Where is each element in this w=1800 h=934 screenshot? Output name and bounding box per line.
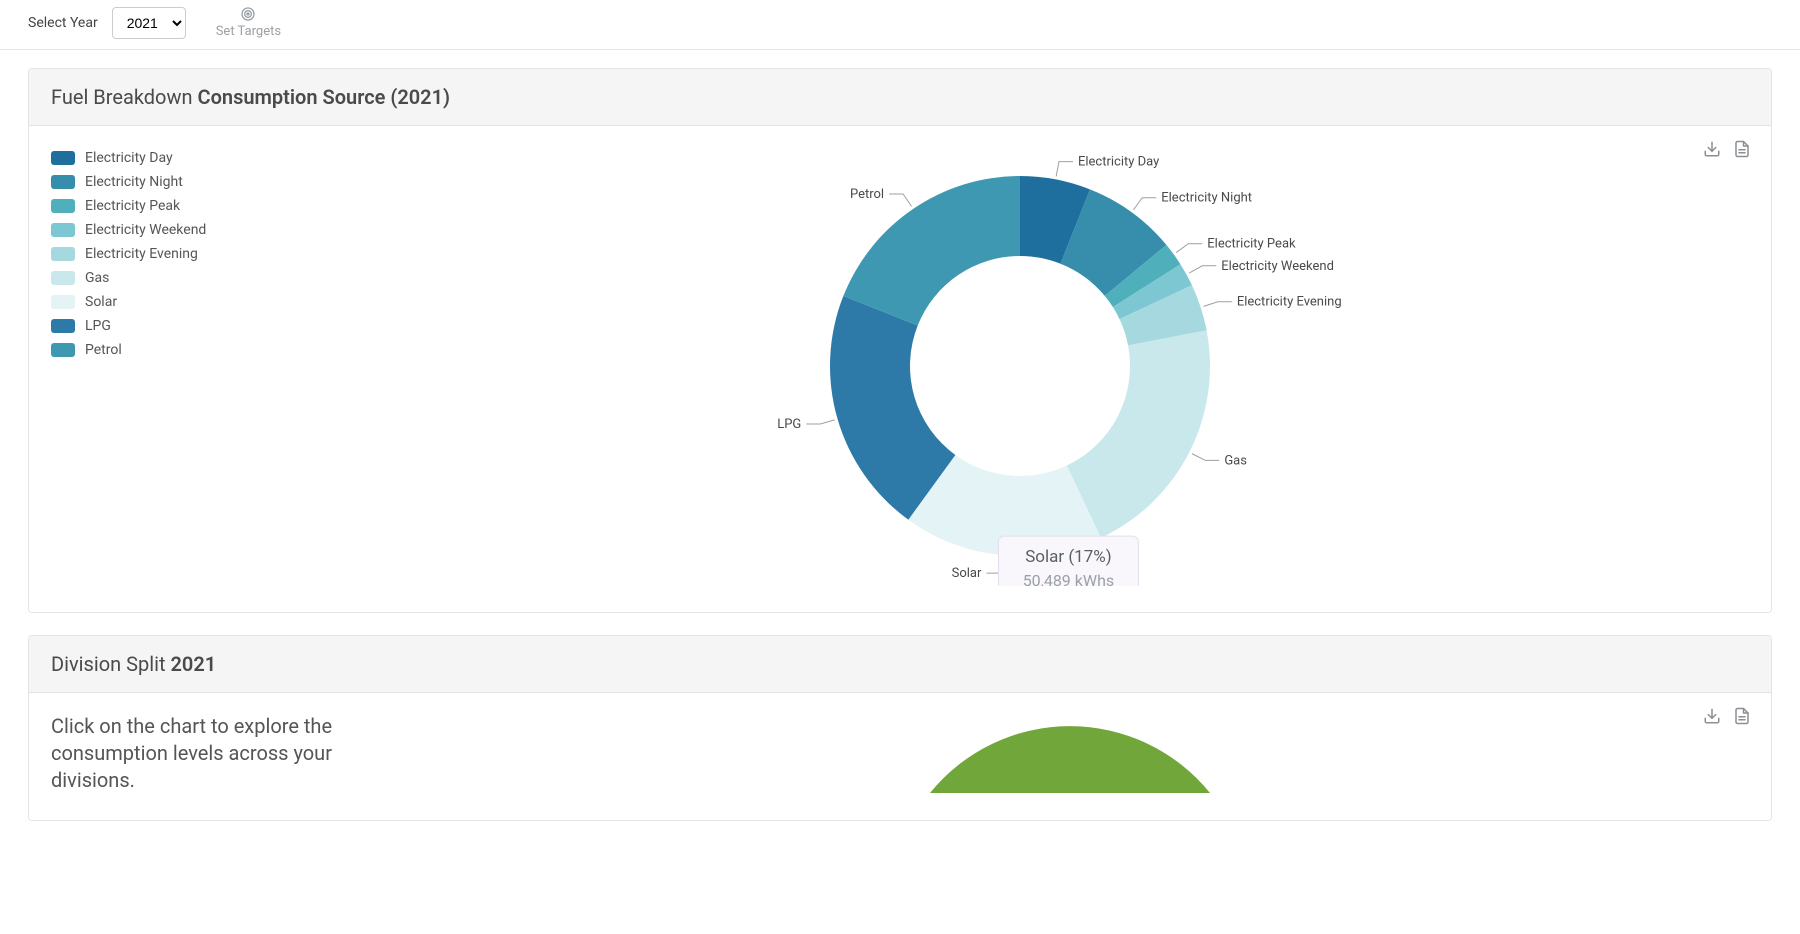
slice-label: Electricity Night [1161, 191, 1252, 206]
legend-label: Electricity Weekend [85, 222, 206, 238]
legend-item[interactable]: LPG [51, 318, 261, 334]
slice-label: Electricity Weekend [1221, 259, 1334, 274]
legend-swatch [51, 151, 75, 165]
slice-leader-line [1204, 302, 1232, 307]
division-chart-area [391, 713, 1749, 793]
legend-label: Electricity Peak [85, 198, 180, 214]
legend-label: Gas [85, 270, 109, 286]
fuel-panel-body: Electricity Day Electricity Night Electric… [29, 126, 1771, 612]
legend-item[interactable]: Electricity Weekend [51, 222, 261, 238]
division-panel-body: Click on the chart to explore the consum… [29, 693, 1771, 820]
division-split-panel: Division Split 2021 Click on the chart t… [28, 635, 1772, 821]
export-icons [1703, 140, 1751, 162]
donut-chart[interactable]: Electricity Day Electricity Night Electric… [640, 146, 1400, 586]
legend-swatch [51, 247, 75, 261]
slice-label: Electricity Peak [1207, 237, 1296, 252]
slice-leader-line [806, 420, 834, 424]
donut-chart-area: Electricity Day Electricity Night Electric… [291, 146, 1749, 586]
legend-item[interactable]: Electricity Evening [51, 246, 261, 262]
tooltip-title: Solar (17%) [1025, 547, 1111, 567]
set-targets-button[interactable]: Set Targets [216, 6, 281, 39]
slice-label: Petrol [850, 187, 884, 202]
legend-swatch [51, 271, 75, 285]
document-icon[interactable] [1733, 707, 1751, 729]
legend-label: Electricity Night [85, 174, 183, 190]
document-icon[interactable] [1733, 140, 1751, 162]
legend-item[interactable]: Solar [51, 294, 261, 310]
fuel-breakdown-panel: Fuel Breakdown Consumption Source (2021)… [28, 68, 1772, 613]
download-icon[interactable] [1703, 707, 1721, 729]
division-panel-header: Division Split 2021 [29, 636, 1771, 693]
chart-tooltip: Solar (17%) 50,489 kWhs [998, 536, 1138, 586]
slice-leader-line [1133, 198, 1156, 210]
fuel-title-light: Fuel Breakdown [51, 85, 198, 109]
division-title-bold: 2021 [170, 652, 216, 676]
year-select-label: Select Year [28, 15, 98, 31]
slice-label: Electricity Evening [1237, 295, 1342, 310]
slice-label: Solar [952, 566, 982, 581]
legend-swatch [51, 319, 75, 333]
legend-item[interactable]: Electricity Night [51, 174, 261, 190]
tooltip-subtitle: 50,489 kWhs [1023, 571, 1114, 586]
legend-swatch [51, 199, 75, 213]
legend-swatch [51, 223, 75, 237]
fuel-title-bold: Consumption Source (2021) [198, 85, 451, 109]
division-chart[interactable] [820, 713, 1320, 793]
legend-item[interactable]: Petrol [51, 342, 261, 358]
download-icon[interactable] [1703, 140, 1721, 162]
legend-item[interactable]: Electricity Day [51, 150, 261, 166]
division-hint: Click on the chart to explore the consum… [51, 713, 351, 794]
year-select[interactable]: 2019202020212022 [112, 7, 186, 39]
slice-leader-line [1176, 244, 1202, 253]
fuel-panel-header: Fuel Breakdown Consumption Source (2021) [29, 69, 1771, 126]
page-content: Fuel Breakdown Consumption Source (2021)… [0, 50, 1800, 861]
division-title-light: Division Split [51, 652, 170, 676]
export-icons-division [1703, 707, 1751, 729]
slice-leader-line [1192, 454, 1219, 461]
legend-label: LPG [85, 318, 111, 334]
slice-label: LPG [777, 417, 801, 432]
set-targets-label: Set Targets [216, 24, 281, 39]
legend-label: Electricity Day [85, 150, 173, 166]
legend-label: Electricity Evening [85, 246, 198, 262]
legend: Electricity Day Electricity Night Electric… [51, 146, 261, 358]
legend-swatch [51, 175, 75, 189]
topbar: Select Year 2019202020212022 Set Targets [0, 0, 1800, 50]
slice-leader-line [889, 194, 911, 206]
legend-swatch [51, 295, 75, 309]
target-icon [240, 6, 256, 22]
donut-slice[interactable] [1067, 330, 1210, 538]
legend-swatch [51, 343, 75, 357]
legend-label: Solar [85, 294, 117, 310]
legend-item[interactable]: Gas [51, 270, 261, 286]
slice-leader-line [1056, 162, 1073, 177]
slice-leader-line [1189, 266, 1216, 273]
slice-label: Electricity Day [1078, 155, 1159, 170]
slice-label: Gas [1224, 453, 1247, 468]
legend-item[interactable]: Electricity Peak [51, 198, 261, 214]
legend-label: Petrol [85, 342, 122, 358]
